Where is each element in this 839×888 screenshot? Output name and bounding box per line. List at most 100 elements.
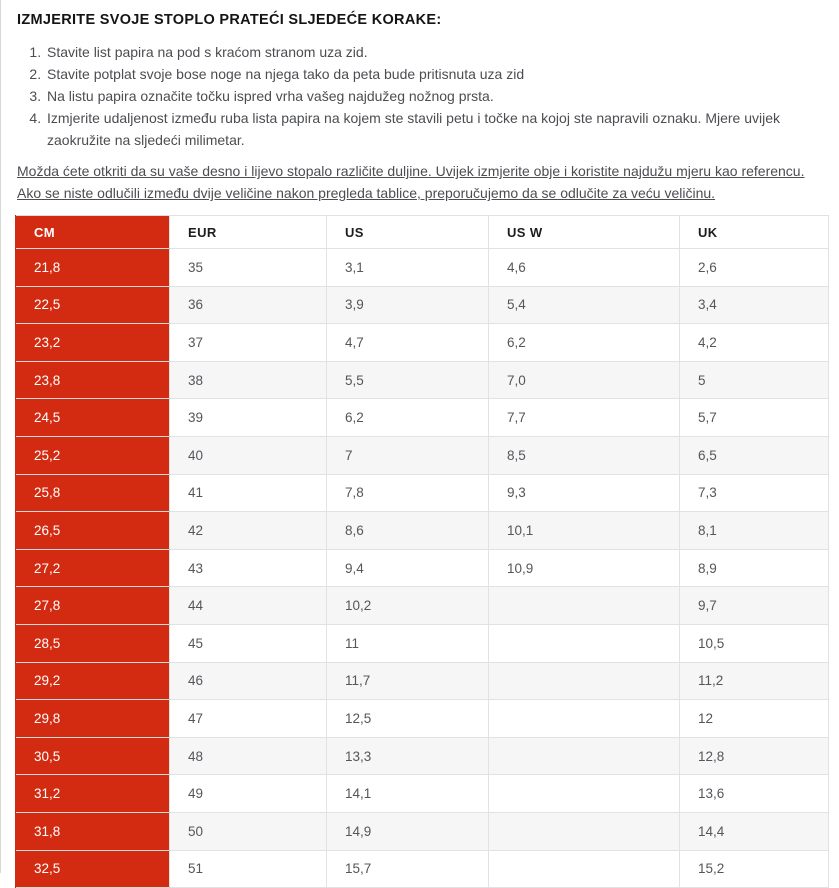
us-cell: 14,9 <box>326 811 489 851</box>
cm-cell: 31,2 <box>15 774 170 813</box>
cm-cell: 22,5 <box>15 285 170 325</box>
eur-cell: 45 <box>169 623 327 663</box>
usw-cell <box>488 623 680 663</box>
eur-cell: 48 <box>169 736 327 776</box>
col-header-us: US <box>326 215 489 249</box>
eur-cell: 44 <box>169 586 327 625</box>
usw-cell: 5,4 <box>488 285 680 325</box>
us-cell: 6,2 <box>326 398 489 437</box>
uk-cell: 3,4 <box>679 285 829 325</box>
cm-cell: 24,5 <box>15 398 170 437</box>
table-row: 29,8 47 12,5 12 <box>15 699 829 738</box>
uk-cell: 13,6 <box>679 774 829 813</box>
cm-cell: 25,8 <box>15 473 170 513</box>
us-cell: 7 <box>326 435 489 475</box>
uk-cell: 15,2 <box>679 849 829 888</box>
eur-cell: 49 <box>169 774 327 813</box>
usw-cell: 9,3 <box>488 473 680 513</box>
table-row: 30,5 48 13,3 12,8 <box>15 736 829 776</box>
uk-cell: 7,3 <box>679 473 829 513</box>
cm-cell: 31,8 <box>15 811 170 851</box>
eur-cell: 38 <box>169 360 327 400</box>
us-cell: 13,3 <box>326 736 489 776</box>
usw-cell: 10,1 <box>488 511 680 550</box>
table-row: 32,5 51 15,7 15,2 <box>15 849 829 888</box>
us-cell: 14,1 <box>326 774 489 813</box>
table-row: 27,2 43 9,4 10,9 8,9 <box>15 548 829 588</box>
eur-cell: 42 <box>169 511 327 550</box>
eur-cell: 46 <box>169 661 327 701</box>
cm-cell: 29,2 <box>15 661 170 701</box>
cm-cell: 27,8 <box>15 586 170 625</box>
size-table-body: 21,8 35 3,1 4,6 2,6 22,5 36 3,9 5,4 3,4 … <box>15 248 829 888</box>
us-cell: 10,2 <box>326 586 489 625</box>
uk-cell: 8,1 <box>679 511 829 550</box>
step-item: Stavite list papira na pod s kraćom stra… <box>45 41 839 63</box>
table-row: 27,8 44 10,2 9,7 <box>15 586 829 625</box>
cm-cell: 28,5 <box>15 623 170 663</box>
cm-cell: 26,5 <box>15 511 170 550</box>
eur-cell: 51 <box>169 849 327 888</box>
cm-cell: 32,5 <box>15 849 170 888</box>
eur-cell: 35 <box>169 248 327 287</box>
uk-cell: 5 <box>679 360 829 400</box>
us-cell: 15,7 <box>326 849 489 888</box>
table-row: 29,2 46 11,7 11,2 <box>15 661 829 701</box>
table-row: 26,5 42 8,6 10,1 8,1 <box>15 511 829 550</box>
cm-cell: 30,5 <box>15 736 170 776</box>
us-cell: 7,8 <box>326 473 489 513</box>
us-cell: 9,4 <box>326 548 489 588</box>
measure-steps-list: Stavite list papira na pod s kraćom stra… <box>17 41 839 151</box>
usw-cell <box>488 849 680 888</box>
eur-cell: 47 <box>169 699 327 738</box>
us-cell: 5,5 <box>326 360 489 400</box>
note-line: Možda ćete otkriti da su vaše desno i li… <box>17 163 805 179</box>
uk-cell: 2,6 <box>679 248 829 287</box>
usw-cell: 10,9 <box>488 548 680 588</box>
cm-cell: 27,2 <box>15 548 170 588</box>
eur-cell: 41 <box>169 473 327 513</box>
uk-cell: 11,2 <box>679 661 829 701</box>
uk-cell: 12 <box>679 699 829 738</box>
uk-cell: 8,9 <box>679 548 829 588</box>
table-row: 28,5 45 11 10,5 <box>15 623 829 663</box>
measure-note: Možda ćete otkriti da su vaše desno i li… <box>17 160 839 204</box>
usw-cell: 7,7 <box>488 398 680 437</box>
header-row: CM EUR US US W UK <box>15 215 829 249</box>
usw-cell <box>488 811 680 851</box>
col-header-uk: UK <box>679 215 829 249</box>
uk-cell: 5,7 <box>679 398 829 437</box>
cm-cell: 21,8 <box>15 248 170 287</box>
size-table-header: CM EUR US US W UK <box>15 215 829 249</box>
cm-cell: 23,8 <box>15 360 170 400</box>
usw-cell <box>488 661 680 701</box>
eur-cell: 37 <box>169 323 327 362</box>
step-item: Izmjerite udaljenost između ruba lista p… <box>45 107 839 151</box>
us-cell: 11 <box>326 623 489 663</box>
col-header-eur: EUR <box>169 215 327 249</box>
usw-cell <box>488 774 680 813</box>
col-header-usw: US W <box>488 215 680 249</box>
table-row: 31,2 49 14,1 13,6 <box>15 774 829 813</box>
uk-cell: 10,5 <box>679 623 829 663</box>
usw-cell: 8,5 <box>488 435 680 475</box>
us-cell: 8,6 <box>326 511 489 550</box>
uk-cell: 6,5 <box>679 435 829 475</box>
table-row: 23,2 37 4,7 6,2 4,2 <box>15 323 829 362</box>
cm-cell: 23,2 <box>15 323 170 362</box>
usw-cell: 7,0 <box>488 360 680 400</box>
table-row: 22,5 36 3,9 5,4 3,4 <box>15 285 829 325</box>
uk-cell: 9,7 <box>679 586 829 625</box>
table-row: 21,8 35 3,1 4,6 2,6 <box>15 248 829 287</box>
eur-cell: 36 <box>169 285 327 325</box>
uk-cell: 14,4 <box>679 811 829 851</box>
us-cell: 11,7 <box>326 661 489 701</box>
table-row: 31,8 50 14,9 14,4 <box>15 811 829 851</box>
eur-cell: 39 <box>169 398 327 437</box>
usw-cell <box>488 736 680 776</box>
cm-cell: 25,2 <box>15 435 170 475</box>
uk-cell: 4,2 <box>679 323 829 362</box>
us-cell: 4,7 <box>326 323 489 362</box>
uk-cell: 12,8 <box>679 736 829 776</box>
